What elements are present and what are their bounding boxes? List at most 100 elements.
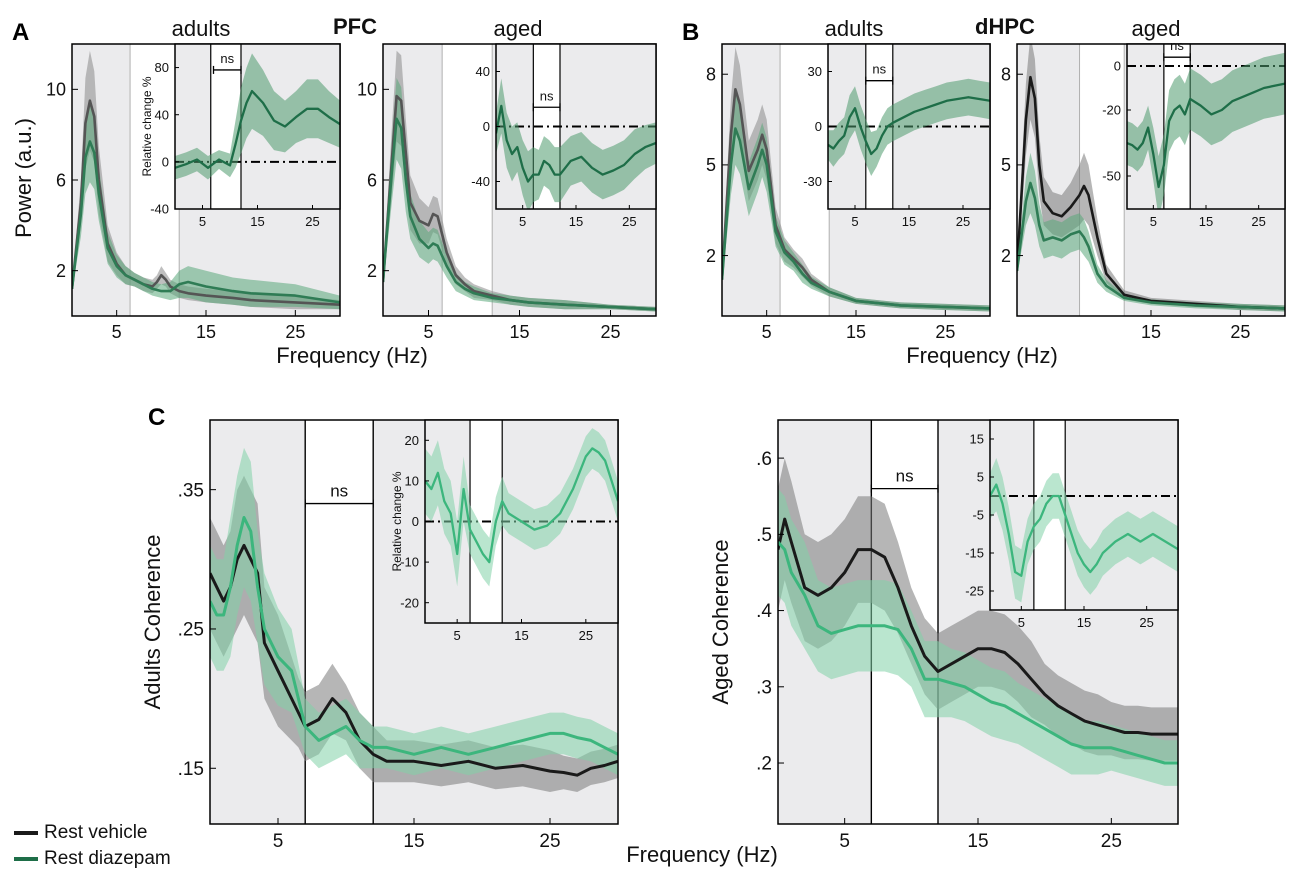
- c-adults-main-series-0-line: [210, 543, 618, 777]
- b-adults-main-series-1-line: [722, 127, 990, 310]
- a-adults-inset-ytick-label-0: -40: [150, 202, 169, 217]
- c-adults-main-series-1-line: [210, 516, 618, 756]
- c-aged-main-ytick-label-2: .4: [756, 601, 772, 622]
- legend: Rest vehicle Rest diazepam: [14, 820, 171, 872]
- a-aged-inset-ns-label: ns: [540, 88, 554, 103]
- a-adults-inset-band-shade-0: [175, 44, 211, 209]
- c-adults-main-ns-label: ns: [330, 482, 348, 501]
- plot-a-adults: 5 15 25 2 6 10 5 15 25 -40 0 40 80 ns Relative change …: [46, 43, 341, 342]
- c-adults-main-ytick-label-1: .25: [178, 620, 204, 641]
- a-adults-main-series-0-line: [72, 99, 340, 306]
- b-adults-main-xtick-label-1: 15: [846, 322, 866, 342]
- c-aged-ylabel: Aged Coherence: [708, 539, 733, 704]
- a-adults-inset-ns-label: ns: [220, 51, 234, 66]
- legend-label-diazepam: Rest diazepam: [44, 848, 171, 869]
- c-adults-main-series-group: [210, 447, 618, 792]
- a-aged-inset-ytick-label-2: 40: [476, 64, 490, 79]
- b-adults-main-ytick-label-1: 5: [706, 155, 716, 175]
- legend-item-diazepam: Rest diazepam: [14, 846, 171, 872]
- a-adults-main-xtick-label-2: 25: [285, 322, 305, 342]
- b-aged-inset-series-0-line: [1127, 82, 1285, 189]
- panel-letter-a: A: [12, 19, 29, 46]
- b-adults-inset-ns-label: ns: [872, 62, 886, 77]
- a-aged-main-xtick-label-2: 25: [600, 322, 620, 342]
- xlabel-c: Frequency (Hz): [626, 842, 778, 867]
- c-aged-inset-series-0-line: [990, 483, 1178, 577]
- a-adults-main-ytick-label-2: 10: [46, 80, 66, 100]
- b-adults-inset-series-0-error-band: [828, 78, 990, 176]
- b-adults-inset-xtick-label-1: 15: [902, 214, 916, 229]
- a-adults-inset-ylabel: Relative change %: [140, 76, 154, 176]
- a-aged-inset-series-0-error-band: [496, 78, 656, 209]
- subplot-title-a-aged: aged: [494, 16, 543, 41]
- subplot-title-b-adults: adults: [825, 16, 884, 41]
- c-aged-main-ytick-label-3: .5: [756, 525, 772, 546]
- c-aged-inset-ytick-label-0: -25: [965, 584, 984, 599]
- b-aged-inset-series-0-error-band: [1127, 52, 1285, 209]
- b-aged-inset-ytick-label-2: 0: [1114, 59, 1121, 74]
- a-adults-main-ytick-label-1: 6: [56, 170, 66, 190]
- c-adults-inset-ytick-label-0: -20: [400, 595, 419, 610]
- a-adults-inset-xtick-label-1: 15: [250, 214, 264, 229]
- b-adults-inset-ytick-label-0: -30: [803, 174, 822, 189]
- group-title-pfc: PFC: [333, 14, 377, 39]
- a-aged-inset-ytick-label-1: 0: [483, 119, 490, 134]
- c-aged-main-ytick-label-0: .2: [756, 754, 772, 775]
- a-aged-inset-xtick-label-0: 5: [519, 214, 526, 229]
- a-aged-inset-xtick-label-1: 15: [569, 214, 583, 229]
- a-adults-inset-xtick-label-0: 5: [199, 214, 206, 229]
- b-aged-main-series-1-error-band: [1017, 152, 1285, 312]
- c-aged-inset-series-group: [990, 458, 1178, 603]
- c-aged-main-series-0-line: [778, 517, 1178, 736]
- b-aged-inset-ns-label: ns: [1170, 38, 1184, 53]
- legend-swatch-diazepam: [14, 857, 38, 861]
- a-adults-main-series-group: [72, 50, 340, 310]
- a-aged-main-xtick-label-0: 5: [423, 322, 433, 342]
- c-aged-main-ytick-label-4: .6: [756, 449, 772, 470]
- c-aged-inset-band-shade-0: [990, 420, 1034, 610]
- c-aged-main-xtick-label-1: 15: [967, 831, 988, 852]
- b-adults-inset-xtick-label-0: 5: [851, 214, 858, 229]
- a-adults-inset-ytick-label-3: 80: [155, 60, 169, 75]
- panel-letter-b: B: [682, 19, 699, 46]
- c-aged-main-ns-label: ns: [896, 467, 914, 486]
- legend-swatch-vehicle: [14, 831, 38, 835]
- b-adults-inset-series-group: [828, 78, 990, 176]
- c-aged-inset-ytick-label-2: -5: [972, 508, 984, 523]
- b-adults-inset-ytick-label-1: 0: [815, 119, 822, 134]
- plot-a-aged: 5 15 25 2 6 10 5 15 25 -40 0 40 ns: [357, 43, 657, 342]
- c-adults-inset-ylabel: Relative change %: [390, 471, 404, 571]
- b-adults-main-xtick-label-0: 5: [762, 322, 772, 342]
- a-aged-main-xtick-label-1: 15: [509, 322, 529, 342]
- subplot-title-a-adults: adults: [172, 16, 231, 41]
- b-aged-inset-xtick-label-0: 5: [1150, 214, 1157, 229]
- c-aged-main-series-1-line: [778, 541, 1178, 765]
- c-aged-main-xtick-label-0: 5: [839, 831, 850, 852]
- c-aged-main-ytick-label-1: .3: [756, 677, 772, 698]
- a-adults-main-xtick-label-0: 5: [112, 322, 122, 342]
- b-adults-main-series-0-error-band: [722, 47, 990, 312]
- c-aged-inset-ytick-label-4: 15: [970, 432, 984, 447]
- c-adults-inset-ytick-label-4: 20: [405, 433, 419, 448]
- b-aged-main-ytick-label-1: 5: [1001, 155, 1011, 175]
- legend-item-vehicle: Rest vehicle: [14, 820, 171, 846]
- c-adults-main-xtick-label-0: 5: [273, 831, 284, 852]
- c-adults-main-xtick-label-1: 15: [403, 831, 424, 852]
- b-aged-inset-xtick-label-1: 15: [1199, 214, 1213, 229]
- c-aged-inset-series-0-error-band: [990, 458, 1178, 603]
- b-aged-main-xtick-label-0: 15: [1141, 322, 1161, 342]
- b-aged-inset-ytick-label-1: -20: [1102, 103, 1121, 118]
- a-aged-inset-xtick-label-2: 25: [622, 214, 636, 229]
- c-adults-main-xtick-label-2: 25: [539, 831, 560, 852]
- b-adults-inset-xtick-label-2: 25: [956, 214, 970, 229]
- a-adults-main-ytick-label-0: 2: [56, 261, 66, 281]
- a-adults-inset-ytick-label-1: 0: [162, 154, 169, 169]
- c-adults-inset-series-group: [425, 428, 618, 587]
- a-aged-main-ytick-label-2: 10: [357, 80, 377, 100]
- c-adults-inset-xtick-label-0: 5: [454, 628, 461, 643]
- c-aged-inset-ytick-label-3: 5: [977, 470, 984, 485]
- c-aged-inset-xtick-label-2: 25: [1139, 615, 1153, 630]
- c-aged-main-series-0-error-band: [778, 458, 1178, 761]
- c-aged-main-xtick-label-2: 25: [1101, 831, 1122, 852]
